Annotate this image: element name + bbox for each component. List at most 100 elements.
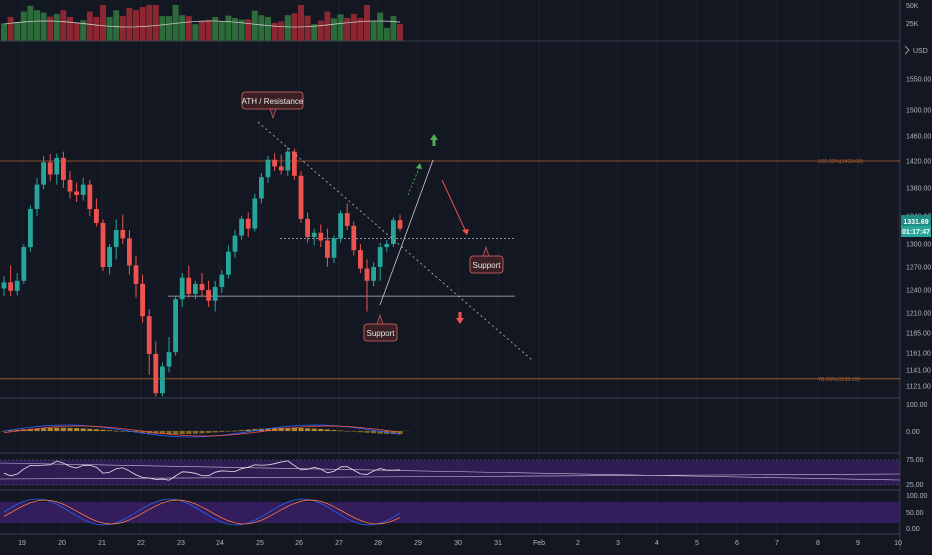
candle-body-0[interactable] <box>1 282 7 289</box>
candle-body-34[interactable] <box>226 251 231 275</box>
candle-body-47[interactable] <box>311 232 317 237</box>
candle-body-15[interactable] <box>100 223 106 267</box>
macd-hist-30 <box>199 431 205 434</box>
candle-body-41[interactable] <box>272 159 277 167</box>
candle-body-4[interactable] <box>28 209 33 248</box>
currency-label[interactable]: USD <box>913 48 928 55</box>
candle-body-45[interactable] <box>298 175 304 219</box>
volume-axis-label-0: 50K <box>906 3 919 10</box>
projection-arrow-down[interactable] <box>441 179 467 233</box>
candle-body-51[interactable] <box>338 213 343 239</box>
candle-body-35[interactable] <box>232 235 238 252</box>
candle-body-6[interactable] <box>41 162 46 185</box>
time-axis-label-1: 20 <box>58 540 66 547</box>
candle-body-27[interactable] <box>179 277 185 300</box>
time-axis[interactable]: 19 20 21 22 23 24 25 26 27 28 29 30 31 Feb 2 3 4 5 6 7 8 9 10 <box>18 540 902 547</box>
candle-body-1[interactable] <box>8 282 13 291</box>
time-axis-label-17: 5 <box>695 540 699 547</box>
candle-body-17[interactable] <box>113 230 119 248</box>
candle-body-23[interactable] <box>153 353 159 394</box>
candle-body-2[interactable] <box>14 280 20 291</box>
candle-body-30[interactable] <box>199 283 205 290</box>
candle-body-14[interactable] <box>94 209 99 223</box>
candle-body-53[interactable] <box>351 225 357 251</box>
volume-bar-51 <box>337 14 344 42</box>
callout-support-right[interactable]: Support <box>469 246 504 274</box>
candle-body-55[interactable] <box>364 268 370 281</box>
candle-body-10[interactable] <box>67 179 73 192</box>
candle-body-13[interactable] <box>87 184 93 209</box>
volume-bar-43 <box>284 15 291 41</box>
candle-body-9[interactable] <box>61 157 66 180</box>
candle-body-44[interactable] <box>292 151 297 176</box>
candle-body-5[interactable] <box>34 184 40 209</box>
candle-body-57[interactable] <box>377 247 383 267</box>
macd-signal-line <box>3 425 401 437</box>
candle-body-31[interactable] <box>206 290 211 301</box>
candle-body-36[interactable] <box>239 218 244 236</box>
candle-body-48[interactable] <box>318 232 324 241</box>
candles <box>1 147 403 397</box>
candle-body-58[interactable] <box>384 244 390 248</box>
breakout-line[interactable] <box>379 159 434 306</box>
candle-body-26[interactable] <box>173 299 178 353</box>
time-axis-label-2: 21 <box>98 540 106 547</box>
candle-body-56[interactable] <box>371 267 376 281</box>
price-axis[interactable]: 1550.001500.001460.001420.001380.001340.… <box>906 77 931 391</box>
candle-body-42[interactable] <box>278 166 284 171</box>
candle-body-38[interactable] <box>252 198 258 229</box>
candle-body-7[interactable] <box>47 162 53 175</box>
candle-body-19[interactable] <box>127 238 132 266</box>
macd-hist-29 <box>192 431 198 434</box>
candle-body-3[interactable] <box>21 247 27 281</box>
callout-ath-resistance[interactable]: ATH / Resistance <box>241 91 304 119</box>
candle-body-40[interactable] <box>265 159 271 178</box>
callout-support-bottom-text: Support <box>366 329 395 338</box>
candle-body-52[interactable] <box>344 213 350 226</box>
bear-target-arrow-icon[interactable] <box>456 312 464 324</box>
volume-bar-3 <box>20 11 27 42</box>
macd-hist-37 <box>245 429 251 431</box>
price-axis-label-9: 1210.00 <box>906 311 931 318</box>
candle-body-29[interactable] <box>193 283 198 294</box>
candle-body-43[interactable] <box>285 151 291 171</box>
stoch-axis-label-1: 50.00 <box>906 510 924 517</box>
candle-body-25[interactable] <box>166 352 172 367</box>
candle-body-50[interactable] <box>331 238 337 258</box>
candle-body-18[interactable] <box>120 230 126 239</box>
candle-body-39[interactable] <box>259 177 264 199</box>
candle-body-16[interactable] <box>107 247 112 267</box>
candle-body-33[interactable] <box>219 274 225 287</box>
callout-support-bottom[interactable]: Support <box>363 314 398 342</box>
candle-body-32[interactable] <box>212 286 218 301</box>
candle-body-60[interactable] <box>397 220 403 229</box>
candle-body-59[interactable] <box>391 220 396 244</box>
macd-hist-34 <box>225 431 231 432</box>
candle-body-21[interactable] <box>140 283 145 317</box>
candle-body-46[interactable] <box>305 218 310 237</box>
macd-hist-36 <box>239 430 245 431</box>
volume-bar-10 <box>67 17 73 41</box>
candle-body-24[interactable] <box>160 366 165 394</box>
candle-body-11[interactable] <box>74 191 79 196</box>
candle-body-54[interactable] <box>358 250 363 269</box>
candle-body-12[interactable] <box>80 184 86 195</box>
macd-hist-38 <box>252 429 258 431</box>
projection-arrow-up[interactable] <box>407 165 421 196</box>
volume-bar-37 <box>245 19 252 41</box>
bull-target-arrow-icon[interactable] <box>430 134 438 146</box>
macd-hist-26 <box>173 431 179 435</box>
last-price-value: 1331.69 <box>903 219 928 226</box>
candle-body-49[interactable] <box>325 240 330 258</box>
candle-body-22[interactable] <box>146 316 152 354</box>
candle-body-37[interactable] <box>245 218 251 229</box>
macd-hist-54 <box>357 431 363 433</box>
time-axis-label-9: 28 <box>374 540 382 547</box>
descending-trendline[interactable] <box>257 121 533 361</box>
scale-toggle-icon[interactable] <box>904 45 910 55</box>
candle-body-20[interactable] <box>133 265 139 284</box>
candle-body-8[interactable] <box>54 157 60 175</box>
candle-body-28[interactable] <box>186 277 192 294</box>
